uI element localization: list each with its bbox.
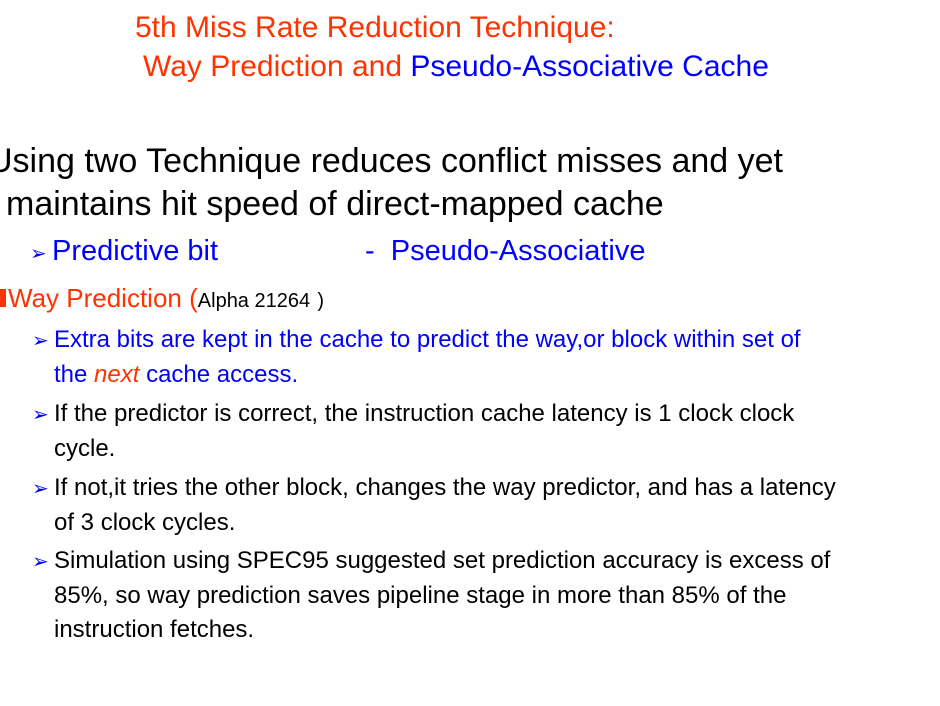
open-paren: ( — [189, 283, 198, 313]
close-paren: ) — [317, 290, 325, 312]
bullet-1-line-2-pre: the — [54, 361, 95, 388]
bullet-2-line-1: If the predictor is correct, the instruc… — [54, 400, 795, 427]
title-line-2: Way Prediction and Pseudo-Associative Ca… — [143, 49, 769, 85]
subtopic-predictive-bit: Predictive bit — [52, 235, 219, 267]
subtopic-pseudo-associative: Pseudo-Associative — [390, 235, 646, 267]
bullet-1: ➢ Extra bits are kept in the cache to pre… — [32, 323, 940, 392]
arrow-bullet-icon: ➢ — [32, 478, 49, 500]
main-point-line-2: maintains hit speed of direct-mapped cac… — [6, 185, 664, 223]
bullet-1-italic-next: next — [94, 361, 140, 388]
bullet-3-line-1: If not,it tries the other block, changes… — [54, 474, 836, 501]
title-pseudo-associative: Pseudo-Associative Cache — [410, 50, 769, 83]
way-prediction-label: Way Prediction — [8, 283, 182, 313]
arrow-bullet-icon: ➢ — [32, 330, 49, 352]
bullet-1-line-2-post: cache access. — [139, 361, 299, 388]
bullet-4-line-1: Simulation using SPEC95 suggested set pr… — [54, 547, 831, 574]
bullet-3: ➢ If not,it tries the other block, change… — [32, 471, 940, 540]
title-line-1: 5th Miss Rate Reduction Technique: — [135, 11, 615, 44]
square-bullet-icon — [0, 289, 6, 307]
bullet-3-line-2: of 3 clock cycles. — [54, 509, 236, 536]
subtopic-right-row: - Pseudo-Associative — [365, 235, 645, 268]
arrow-bullet-icon: ➢ — [32, 404, 49, 426]
bullet-2: ➢ If the predictor is correct, the instru… — [32, 397, 940, 466]
bullet-1-line-1: Extra bits are kept in the cache to pred… — [54, 326, 801, 353]
subtopic-separator: - — [365, 235, 375, 267]
bullet-4-line-3: instruction fetches. — [54, 616, 255, 643]
bullet-2-line-2: cycle. — [54, 435, 116, 462]
title-way-prediction: Way Prediction and — [143, 50, 411, 83]
processor-name: Alpha 21264 — [197, 290, 311, 312]
way-prediction-heading: Way Prediction (Alpha 21264 ) — [0, 283, 324, 314]
main-point-line-1: Using two Technique reduces conflict mis… — [0, 142, 783, 180]
bullet-4-line-2: 85%, so way prediction saves pipeline st… — [54, 582, 787, 609]
arrow-bullet-icon: ➢ — [30, 243, 47, 265]
bullet-4: ➢ Simulation using SPEC95 suggested set p… — [32, 544, 940, 647]
arrow-bullet-icon: ➢ — [32, 551, 49, 573]
subtopic-row: ➢ Predictive bit — [30, 235, 218, 268]
